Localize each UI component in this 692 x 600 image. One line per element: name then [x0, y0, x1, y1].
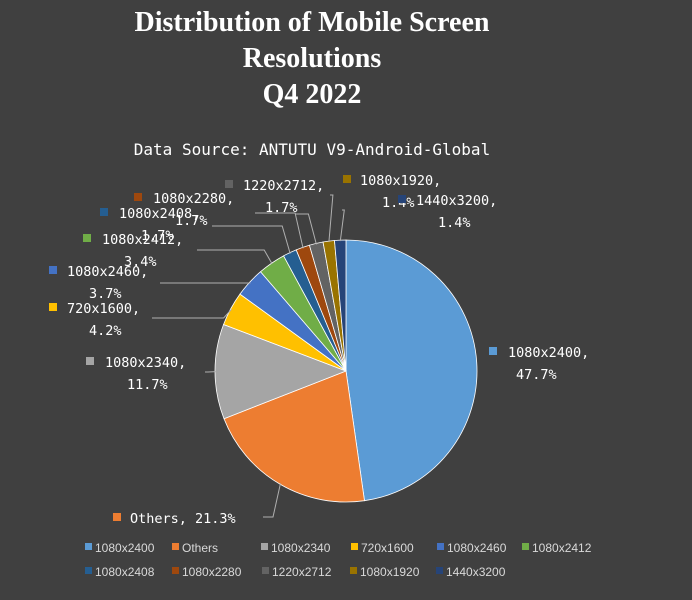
legend-item-1080x2280: 1080x2280 — [172, 565, 242, 579]
data-label-value-1080x2412: 3.4% — [124, 254, 157, 270]
legend-label-1080x2400: 1080x2400 — [95, 541, 155, 555]
leader-line-1080x1920 — [328, 194, 334, 243]
legend-label-1080x2408: 1080x2408 — [95, 565, 155, 579]
data-label-marker-1440x3200 — [398, 195, 406, 203]
legend-label-1080x2280: 1080x2280 — [182, 565, 242, 579]
legend-swatch-1080x1920 — [350, 567, 357, 574]
chart-title-line-3: Q4 2022 — [263, 79, 362, 110]
legend-swatch-720x1600 — [351, 543, 358, 550]
legend-item-720x1600: 720x1600 — [351, 541, 414, 555]
leader-line-720x1600 — [152, 308, 232, 319]
legend-label-1220x2712: 1220x2712 — [272, 565, 332, 579]
data-label-others: Others, 21.3% — [130, 511, 236, 527]
data-label-value-1440x3200: 1.4% — [438, 215, 471, 231]
data-label-marker-1080x2340 — [86, 357, 94, 365]
data-label-value-1080x2460: 3.7% — [89, 286, 122, 302]
legend-swatch-others — [172, 543, 179, 550]
data-label-value-1080x2340: 11.7% — [127, 377, 168, 393]
legend-swatch-1220x2712 — [262, 567, 269, 574]
data-label-name-1220x2712: 1220x2712, — [243, 178, 324, 194]
legend-item-1440x3200: 1440x3200 — [436, 565, 506, 579]
data-label-name-720x1600: 720x1600, — [67, 301, 140, 317]
legend-label-others: Others — [182, 541, 218, 555]
legend-swatch-1440x3200 — [436, 567, 443, 574]
data-label-value-1080x2400: 47.7% — [516, 367, 557, 383]
data-label-marker-1080x2460 — [49, 266, 57, 274]
legend-label-1080x2460: 1080x2460 — [447, 541, 507, 555]
data-label-marker-1080x2408 — [100, 208, 108, 216]
data-label-marker-1080x1920 — [343, 175, 351, 183]
data-label-name-1080x2280: 1080x2280, — [153, 191, 234, 207]
legend-item-1080x2408: 1080x2408 — [85, 565, 155, 579]
data-label-name-1080x1920: 1080x1920, — [360, 173, 441, 189]
data-label-marker-1220x2712 — [225, 180, 233, 188]
data-label-marker-1080x2280 — [134, 193, 142, 201]
chart-title-line-1: Distribution of Mobile Screen — [135, 7, 490, 38]
legend-item-1080x2400: 1080x2400 — [85, 541, 155, 555]
legend-item-others: Others — [172, 541, 218, 555]
legend-swatch-1080x2412 — [522, 543, 529, 550]
legend: 1080x2400 Others 1080x2340 720x1600 1080x246… — [85, 541, 592, 579]
data-label-value-720x1600: 4.2% — [89, 323, 122, 339]
legend-item-1080x2412: 1080x2412 — [522, 541, 592, 555]
leader-line-1220x2712 — [295, 213, 317, 245]
legend-item-1080x2460: 1080x2460 — [437, 541, 507, 555]
legend-swatch-1080x2340 — [261, 543, 268, 550]
data-label-marker-others — [113, 513, 121, 521]
leader-lines — [152, 194, 345, 518]
data-label-name-1080x2408: 1080x2408, — [119, 206, 200, 222]
legend-swatch-1080x2460 — [437, 543, 444, 550]
legend-label-1080x2412: 1080x2412 — [532, 541, 592, 555]
leader-line-1080x2412 — [197, 249, 273, 265]
legend-item-1080x2340: 1080x2340 — [261, 541, 331, 555]
data-label-value-1080x2408: 1.7% — [141, 228, 174, 244]
data-label-marker-720x1600 — [49, 303, 57, 311]
legend-label-720x1600: 720x1600 — [361, 541, 414, 555]
leader-line-1080x2408 — [212, 225, 291, 254]
legend-item-1080x1920: 1080x1920 — [350, 565, 420, 579]
data-labels: 1080x2400, 47.7% Others, 21.3% 1080x2340, 11… — [49, 173, 589, 527]
chart-subtitle: Data Source: ANTUTU V9-Android-Global — [134, 140, 490, 159]
leader-line-1440x3200 — [339, 209, 345, 242]
legend-item-1220x2712: 1220x2712 — [262, 565, 332, 579]
data-label-name-1440x3200: 1440x3200, — [416, 193, 497, 209]
legend-label-1080x2340: 1080x2340 — [271, 541, 331, 555]
data-label-name-1080x2400: 1080x2400, — [508, 345, 589, 361]
pie-slice-1080x2400 — [345, 239, 478, 502]
data-label-name-1080x2460: 1080x2460, — [67, 264, 148, 280]
data-label-name-1080x2340: 1080x2340, — [105, 355, 186, 371]
leader-line-1080x2280 — [255, 212, 304, 249]
data-label-value-1220x2712: 1.7% — [265, 200, 298, 216]
data-label-value-1080x2280: 1.7% — [175, 213, 208, 229]
leader-line-others — [263, 483, 281, 518]
legend-swatch-1080x2408 — [85, 567, 92, 574]
legend-label-1080x1920: 1080x1920 — [360, 565, 420, 579]
legend-swatch-1080x2280 — [172, 567, 179, 574]
legend-swatch-1080x2400 — [85, 543, 92, 550]
pie-slices — [214, 239, 478, 503]
data-label-name-1080x2412: 1080x2412, — [102, 232, 183, 248]
data-label-marker-1080x2400 — [489, 347, 497, 355]
legend-label-1440x3200: 1440x3200 — [446, 565, 506, 579]
data-label-marker-1080x2412 — [83, 234, 91, 242]
chart-title-line-2: Resolutions — [243, 43, 382, 74]
